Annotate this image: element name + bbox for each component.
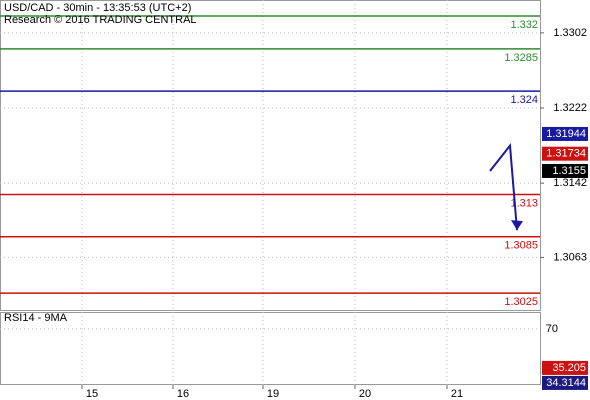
x-tick-label: 19 — [267, 388, 279, 400]
price-tag — [542, 146, 588, 161]
level-label: 1.3025 — [504, 296, 538, 308]
arrow-head — [511, 220, 523, 231]
level-label: 1.332 — [510, 19, 538, 31]
y-tick-label: 1.3302 — [553, 27, 587, 39]
y-tick-label: 1.3063 — [553, 251, 587, 263]
x-tick-label: 21 — [451, 388, 463, 400]
chart-title: USD/CAD - 30min - 13:35:53 (UTC+2) — [4, 2, 191, 14]
y-tick-label: 1.3142 — [553, 177, 587, 189]
rsi-tag-label: 34.3144 — [546, 377, 586, 389]
level-label: 1.3285 — [504, 52, 538, 64]
y-tick-label: 70 — [546, 323, 558, 335]
x-tick-label: 15 — [86, 388, 98, 400]
rsi-tag — [542, 375, 588, 390]
forecast-arrow — [489, 142, 518, 231]
price-tag-label: 1.31944 — [546, 128, 586, 140]
level-label: 1.3085 — [504, 240, 538, 252]
x-tick-label: 16 — [177, 388, 189, 400]
rsi-label: RSI14 - 9MA — [4, 312, 68, 324]
price-tag-label: 1.3155 — [552, 165, 586, 177]
price-tag — [542, 126, 588, 141]
main-panel — [0, 0, 541, 311]
price-tag — [542, 163, 588, 178]
rsi-tag — [542, 360, 588, 375]
y-tick-label: 1.3222 — [553, 102, 587, 114]
rsi-panel — [0, 312, 541, 385]
level-label: 1.313 — [510, 197, 538, 209]
x-tick-label: 20 — [359, 388, 371, 400]
chart-subtitle: Research © 2016 TRADING CENTRAL — [4, 14, 197, 26]
price-tag-label: 1.31734 — [546, 148, 586, 160]
level-label: 1.324 — [510, 94, 538, 106]
rsi-tag-label: 35.205 — [552, 362, 586, 374]
